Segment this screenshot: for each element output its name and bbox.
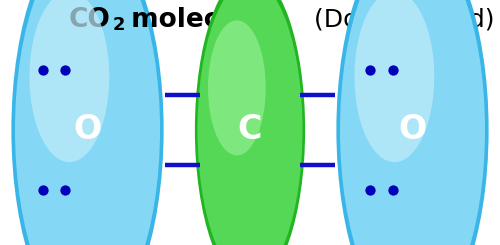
- Ellipse shape: [12, 0, 164, 245]
- Ellipse shape: [15, 0, 160, 245]
- Point: [388, 188, 396, 192]
- Ellipse shape: [336, 0, 488, 245]
- Ellipse shape: [208, 20, 266, 155]
- Text: (Double Bond): (Double Bond): [298, 7, 494, 31]
- Text: C: C: [238, 113, 262, 146]
- Ellipse shape: [195, 0, 305, 245]
- Point: [38, 68, 46, 72]
- Ellipse shape: [340, 0, 485, 245]
- Point: [61, 68, 69, 72]
- Point: [388, 68, 396, 72]
- Point: [38, 188, 46, 192]
- Text: 2: 2: [112, 16, 125, 34]
- Text: molecule: molecule: [122, 7, 266, 33]
- Text: O: O: [74, 113, 102, 146]
- Point: [61, 188, 69, 192]
- Point: [366, 188, 374, 192]
- Text: O: O: [398, 113, 426, 146]
- Point: [366, 68, 374, 72]
- Ellipse shape: [30, 0, 109, 162]
- Ellipse shape: [354, 0, 434, 162]
- Ellipse shape: [198, 0, 302, 245]
- Text: CO: CO: [68, 7, 110, 33]
